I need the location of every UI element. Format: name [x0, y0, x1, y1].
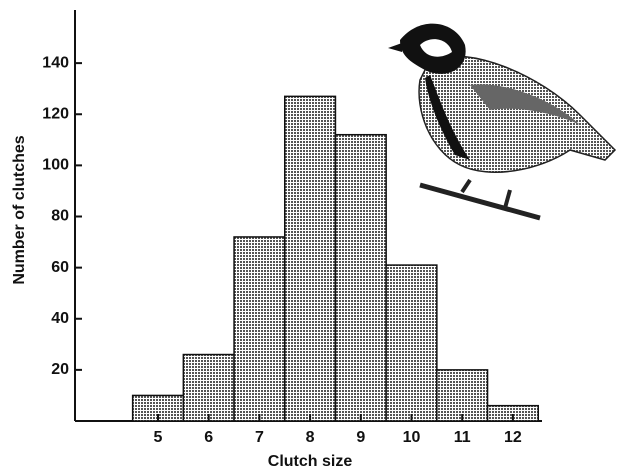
y-axis-label: Number of clutches [11, 135, 28, 284]
chart: Clutch size Number of clutches 20 40 60 80 1… [0, 0, 617, 472]
y-tick-label: 100 [42, 157, 69, 174]
bird-illustration [388, 24, 615, 218]
x-tick-label: 12 [504, 429, 522, 446]
bar [386, 265, 437, 421]
bar [234, 237, 285, 421]
x-tick-label: 11 [454, 429, 471, 446]
page: {"chart_data": {"type": "bar", "x_label"… [0, 0, 617, 472]
y-tick-label: 40 [51, 310, 69, 327]
y-tick-label: 60 [51, 259, 69, 276]
x-tick-label: 10 [403, 429, 421, 446]
x-tick-label: 8 [306, 429, 315, 446]
x-tick-label: 9 [356, 429, 365, 446]
y-tick-label: 120 [42, 105, 69, 122]
x-axis-label: Clutch size [268, 453, 353, 470]
y-tick-label: 20 [51, 361, 69, 378]
bar [335, 135, 386, 421]
x-tick-label: 6 [204, 429, 213, 446]
y-tick-label: 80 [51, 208, 69, 225]
bar [437, 370, 488, 421]
x-tick-label: 7 [255, 429, 264, 446]
bar [183, 355, 234, 421]
x-tick-label: 5 [154, 429, 163, 446]
bar [285, 96, 336, 421]
y-tick-label: 140 [42, 54, 69, 71]
